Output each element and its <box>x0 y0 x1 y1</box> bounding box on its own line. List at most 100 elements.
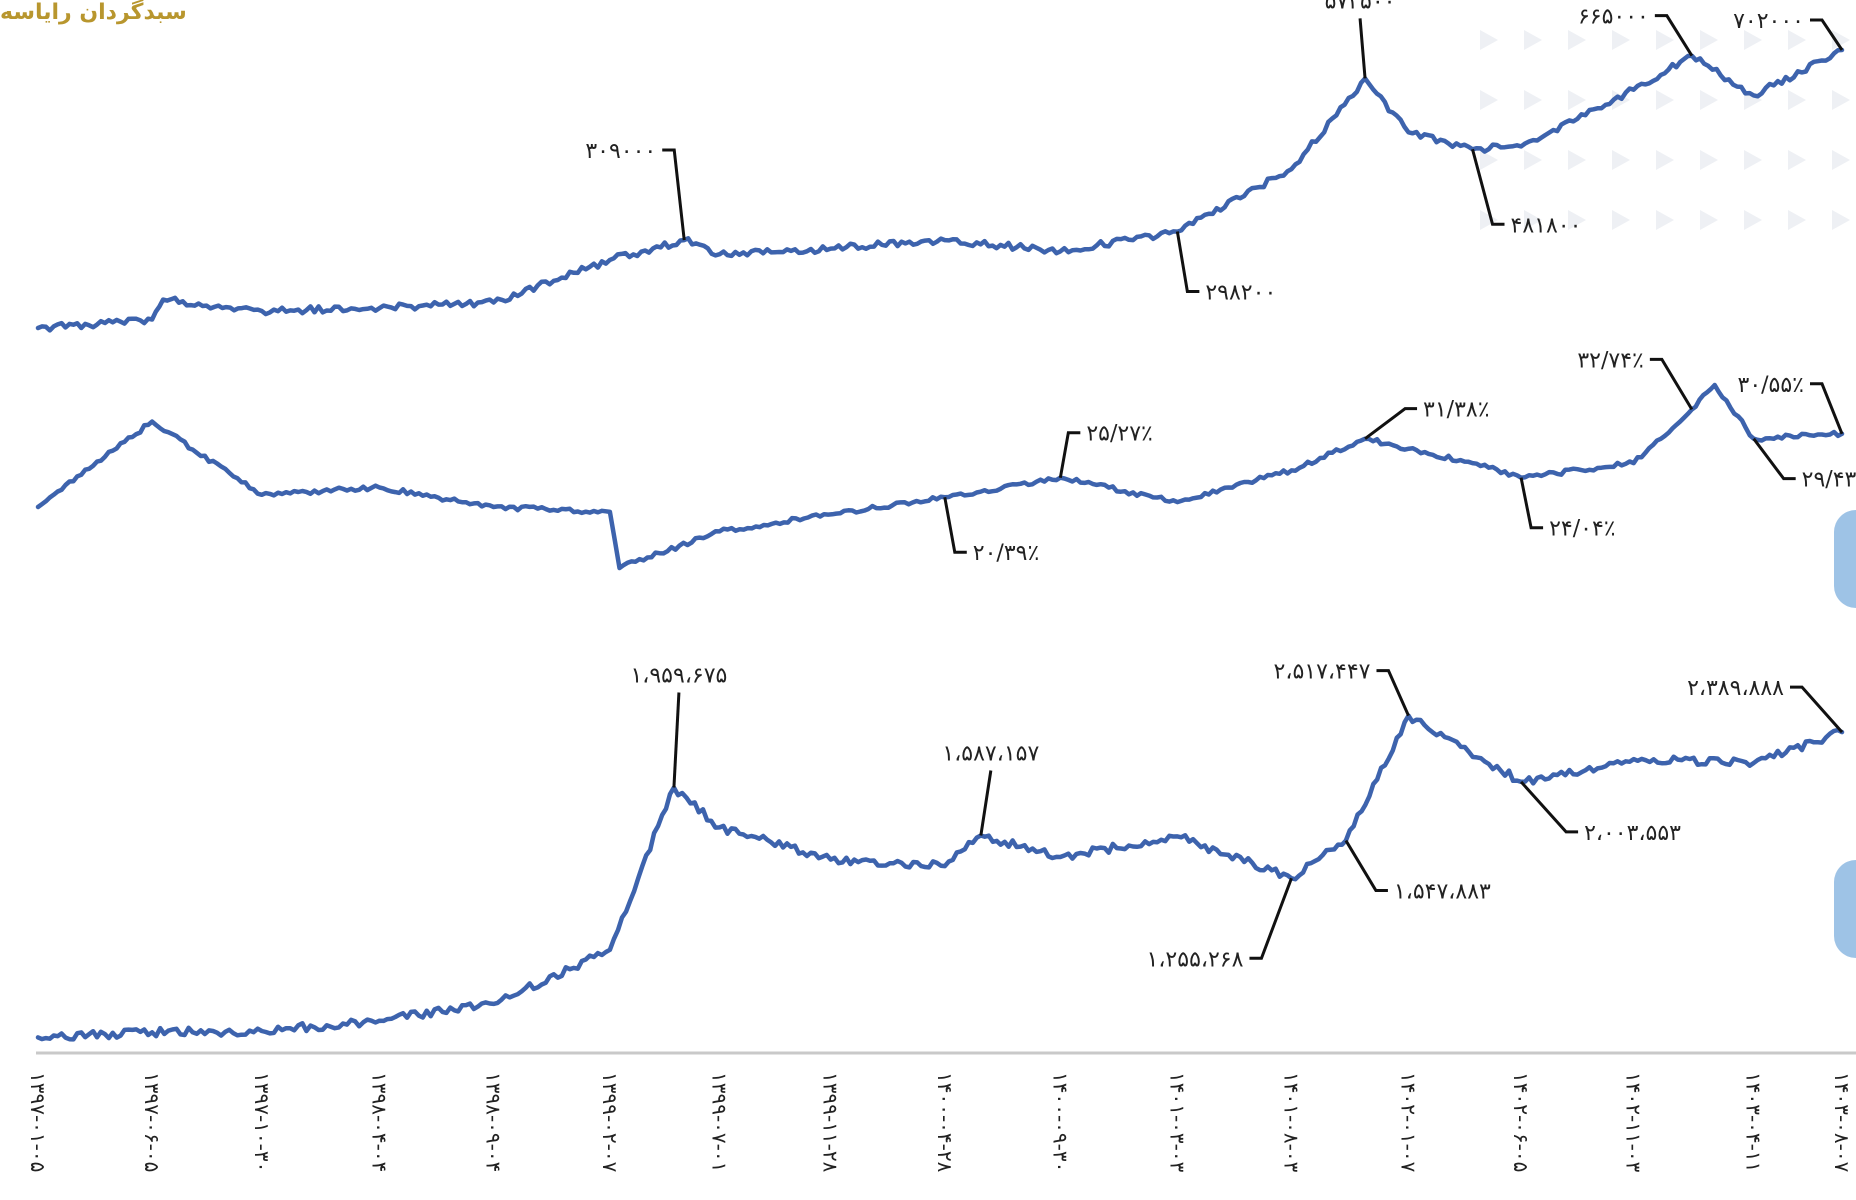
watermark-triangle <box>1788 90 1806 110</box>
data-label: ۷۰۲۰۰۰ <box>1733 9 1804 34</box>
watermark-triangle <box>1832 30 1850 50</box>
data-label: ۲،۰۰۳،۵۵۳ <box>1584 821 1681 846</box>
watermark-triangle <box>1788 30 1806 50</box>
watermark-triangle <box>1612 30 1630 50</box>
watermark-triangle <box>1612 150 1630 170</box>
leader-line <box>1376 669 1410 717</box>
x-tick-label: ۱۳۹۸-۰۴-۰۴ <box>368 1072 392 1172</box>
data-label: ۱،۵۴۷،۸۸۳ <box>1394 880 1491 905</box>
watermark-triangle <box>1700 150 1718 170</box>
watermark-triangle <box>1524 150 1542 170</box>
watermark-triangle <box>1524 90 1542 110</box>
leader-line <box>1175 231 1200 294</box>
annotation: ۳۱/۳۸٪ <box>1364 398 1490 440</box>
leader-line <box>662 148 686 241</box>
leader-line <box>672 692 681 788</box>
annotation: ۱،۹۵۹،۶۷۵ <box>630 664 727 788</box>
annotation: ۶۶۵۰۰۰ <box>1578 5 1694 57</box>
leader-line <box>1519 477 1544 530</box>
watermark-triangle <box>1788 150 1806 170</box>
data-label: ۲۴/۰۴٪ <box>1549 517 1616 542</box>
data-label: ۳۱/۳۸٪ <box>1423 398 1490 423</box>
x-tick-label: ۱۴۰۳-۰۴-۱۱ <box>1742 1072 1766 1172</box>
leader-line <box>1249 877 1293 960</box>
annotation: ۷۰۲۰۰۰ <box>1733 9 1844 51</box>
annotation: ۲،۰۰۳،۵۵۳ <box>1519 780 1681 846</box>
x-tick-label: ۱۴۰۲-۰۶-۰۵ <box>1509 1072 1533 1172</box>
series-line <box>35 713 1845 1042</box>
annotation-layer: ۳۰۹۰۰۰ ۲۹۸۲۰۰ ۵۷۴۵۰۰ ۴۸۱۸۰۰ ۶۶۵۰۰۰ ۷۰۲۰۰۰ ۲۰/۳… <box>585 0 1856 972</box>
data-label: ۲،۵۱۷،۴۴۷ <box>1274 660 1371 685</box>
leader-line <box>1364 407 1418 440</box>
data-label: ۲،۳۸۹،۸۸۸ <box>1687 676 1784 701</box>
watermark-triangle <box>1568 90 1586 110</box>
watermark-triangle <box>1568 210 1586 230</box>
x-axis: ۱۳۹۷-۰۱-۰۵ ۱۳۹۷-۰۶-۰۵ ۱۳۹۷-۱۰-۳۰ ۱۳۹۸-۰۴-۰۴… <box>26 1051 1856 1173</box>
watermark-triangle <box>1656 90 1674 110</box>
leader-line <box>1358 18 1367 79</box>
x-tick-label: ۱۴۰۱-۰۳-۰۳ <box>1165 1072 1189 1173</box>
leader-line <box>1810 18 1844 51</box>
watermark-triangle <box>1568 30 1586 50</box>
series-1 <box>35 47 1845 333</box>
leader-line <box>1649 357 1694 411</box>
annotation: ۲۹۸۲۰۰ <box>1175 231 1276 306</box>
annotation: ۲،۵۱۷،۴۴۷ <box>1274 660 1410 717</box>
leader-line <box>1344 839 1388 893</box>
annotation: ۴۸۱۸۰۰ <box>1471 148 1581 238</box>
x-tick-label: ۱۳۹۷-۰۶-۰۵ <box>140 1072 164 1172</box>
leader-line <box>1654 14 1694 57</box>
watermark-triangle <box>1700 30 1718 50</box>
watermark-triangle <box>1700 210 1718 230</box>
x-tick-label: ۱۳۹۹-۰۷-۰۱ <box>708 1072 732 1172</box>
data-label: ۶۶۵۰۰۰ <box>1578 5 1649 30</box>
annotation: ۲۴/۰۴٪ <box>1519 477 1616 542</box>
watermark-triangle <box>1832 150 1850 170</box>
leader-line <box>1752 437 1796 481</box>
annotation: ۱،۵۸۷،۱۵۷ <box>942 742 1039 836</box>
leader-line <box>1058 431 1081 478</box>
leader-line <box>1519 780 1579 834</box>
annotation: ۲۵/۲۷٪ <box>1058 422 1153 478</box>
annotation: ۳۰/۵۵٪ <box>1738 373 1844 435</box>
watermark-triangle <box>1480 90 1498 110</box>
side-tab-upper[interactable] <box>1834 510 1856 608</box>
watermark-triangle <box>1700 90 1718 110</box>
x-tick-label: ۱۳۹۷-۱۰-۳۰ <box>250 1072 274 1172</box>
series-layer <box>35 47 1845 1042</box>
watermark-triangle <box>1832 210 1850 230</box>
leader-line <box>1471 148 1505 226</box>
side-tab-lower[interactable] <box>1834 860 1856 958</box>
brand-logo-text: سبدگردان رایاسه <box>0 0 187 25</box>
annotation: ۲۹/۴۳٪ <box>1752 437 1856 493</box>
x-tick-label: ۱۳۹۷-۰۱-۰۵ <box>26 1072 50 1172</box>
annotation: ۳۲/۷۴٪ <box>1577 348 1694 411</box>
series-3 <box>35 713 1845 1042</box>
watermark-triangle <box>1568 150 1586 170</box>
annotation: ۲۰/۳۹٪ <box>943 496 1040 566</box>
data-label: ۱،۲۵۵،۲۶۸ <box>1147 947 1244 972</box>
leader-line <box>979 770 993 836</box>
watermark-triangle <box>1656 30 1674 50</box>
watermark-triangle <box>1788 210 1806 230</box>
x-tick-label: ۱۴۰۲-۰۱-۰۷ <box>1396 1072 1420 1173</box>
annotation: ۱،۵۴۷،۸۸۳ <box>1344 839 1491 905</box>
leader-line <box>1790 685 1844 734</box>
series-line <box>35 382 1845 571</box>
watermark-triangle <box>1524 210 1542 230</box>
x-tick-label: ۱۴۰۱-۰۸-۰۳ <box>1279 1072 1303 1173</box>
watermark-triangle <box>1656 210 1674 230</box>
data-label: ۳۰۹۰۰۰ <box>585 139 656 164</box>
annotation: ۲،۳۸۹،۸۸۸ <box>1687 676 1844 734</box>
background-watermark <box>1480 30 1850 230</box>
watermark-triangle <box>1524 30 1542 50</box>
watermark-triangle <box>1744 210 1762 230</box>
data-label: ۱،۹۵۹،۶۷۵ <box>630 664 727 689</box>
x-tick-label: ۱۴۰۲-۱۱-۰۳ <box>1622 1072 1646 1173</box>
x-tick-label: ۱۳۹۸-۰۹-۰۴ <box>482 1072 506 1172</box>
data-label: ۳۲/۷۴٪ <box>1577 348 1644 373</box>
data-label: ۲۰/۳۹٪ <box>973 541 1040 566</box>
leader-line <box>1810 382 1844 435</box>
series-line <box>35 47 1845 333</box>
